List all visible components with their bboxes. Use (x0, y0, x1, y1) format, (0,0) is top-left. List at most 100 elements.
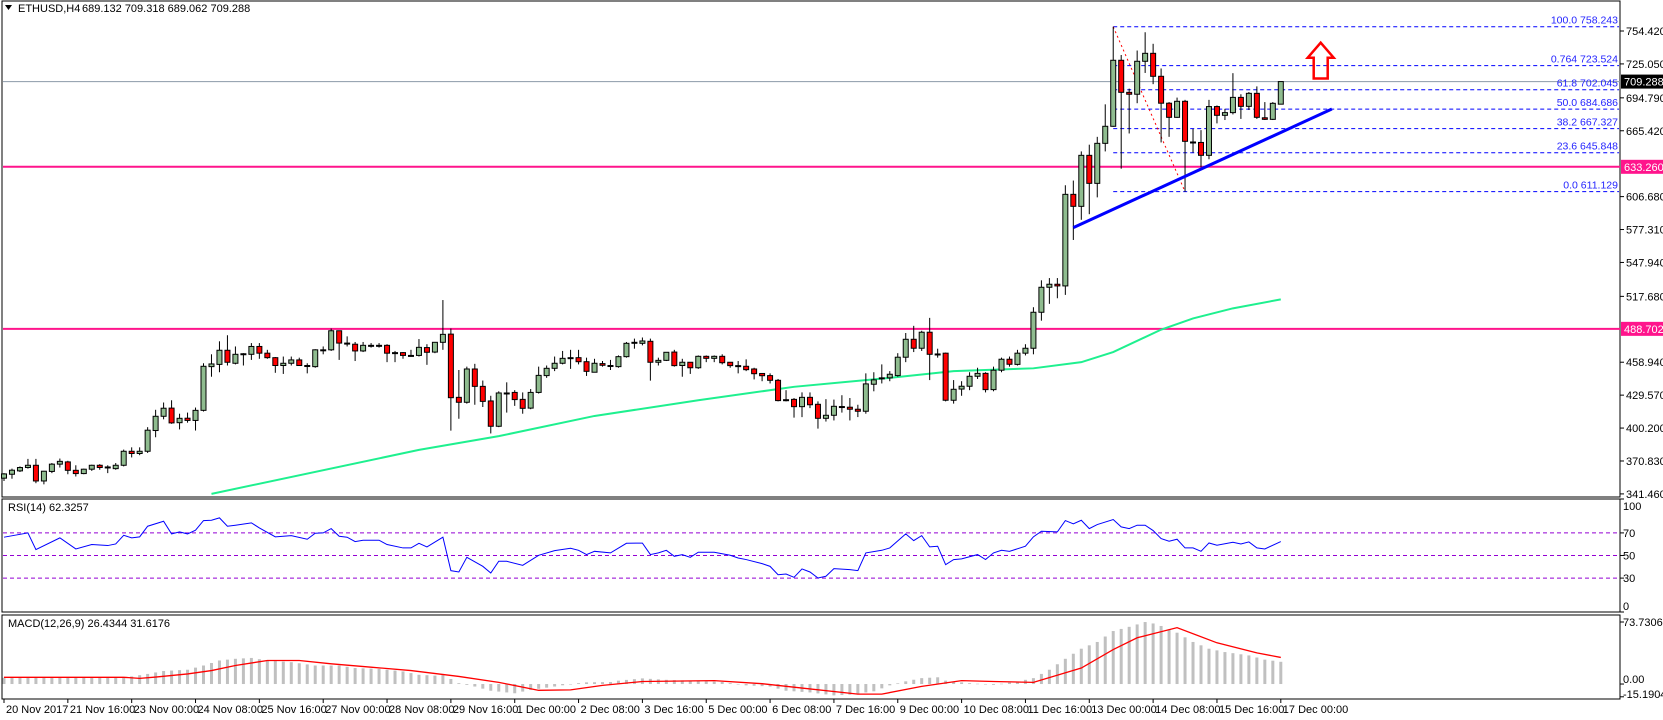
time-axis-label: 7 Dec 16:00 (836, 704, 895, 716)
macd-histogram-bar (1191, 641, 1195, 685)
candle-body (1014, 352, 1021, 365)
rsi-title: RSI(14) 62.3257 (8, 502, 89, 514)
macd-histogram-bar (361, 668, 365, 685)
price-axis-label: 517.680 (1626, 291, 1663, 303)
macd-panel[interactable] (1, 614, 1621, 700)
candle-body (727, 361, 734, 367)
candle (1253, 86, 1260, 119)
candle (878, 364, 885, 384)
macd-histogram-bar (393, 670, 397, 685)
candle-body (1078, 154, 1085, 207)
rsi-plot (3, 517, 1620, 579)
candle-body (112, 464, 119, 470)
candle (942, 352, 949, 402)
candle-body (822, 414, 829, 419)
candle (168, 400, 175, 424)
candle (160, 402, 167, 420)
macd-histogram-bar (265, 660, 269, 685)
candle (447, 328, 454, 431)
candle (312, 349, 319, 368)
macd-histogram-bar (154, 672, 158, 685)
candle-body (846, 406, 853, 410)
candle-body (264, 352, 271, 359)
candle (591, 358, 598, 373)
resistance-price-tag-bg (1621, 321, 1663, 336)
candle-body (272, 357, 279, 367)
candle (1022, 344, 1029, 356)
candle (894, 353, 901, 377)
candle-body (1070, 193, 1077, 207)
triangle-down-icon[interactable] (5, 5, 12, 10)
macd-histogram-bar (18, 677, 22, 685)
candle-body (144, 429, 151, 452)
macd-histogram-bar (497, 684, 501, 692)
macd-histogram-bar (369, 668, 373, 685)
macd-histogram-bar (585, 682, 589, 685)
candle (224, 335, 231, 366)
candle-body (8, 469, 15, 475)
candle (431, 341, 438, 354)
candle (40, 470, 47, 485)
candle (272, 357, 279, 373)
candle-body (1158, 75, 1165, 104)
candle-body (551, 362, 558, 369)
macd-histogram-bar (1055, 664, 1059, 685)
macd-histogram-bar (952, 681, 956, 685)
macd-histogram-bar (130, 676, 134, 685)
macd-histogram-bar (840, 684, 844, 696)
candle (479, 380, 486, 407)
macd-histogram-bar (577, 683, 581, 685)
candle (559, 350, 566, 365)
candle (136, 447, 143, 456)
candle-body (32, 464, 39, 482)
macd-histogram-bar (968, 683, 972, 685)
macd-histogram-bar (225, 659, 229, 685)
macd-histogram-bar (98, 677, 102, 685)
macd-histogram-bar (417, 674, 421, 685)
candle-body (1277, 81, 1284, 105)
macd-histogram-bar (289, 662, 293, 685)
resistance-price-tag: 488.702 (1624, 324, 1663, 336)
macd-histogram-bar (521, 684, 525, 692)
candle (799, 392, 805, 418)
candle-body (495, 392, 502, 427)
macd-histogram-bar (241, 658, 245, 685)
candle-body (663, 351, 670, 361)
macd-histogram-bar (74, 677, 78, 685)
macd-histogram-bar (601, 682, 604, 685)
candle (1213, 105, 1220, 124)
macd-histogram-bar (1223, 652, 1227, 685)
macd-histogram-bar (992, 684, 996, 685)
fib-level-label: 38.2 667.327 (1557, 117, 1618, 129)
candle (192, 407, 199, 431)
macd-histogram-bar (1087, 645, 1091, 685)
candle-body (288, 359, 295, 364)
candle (870, 372, 877, 392)
candle (336, 330, 343, 360)
candle (64, 460, 71, 475)
candle-body (1213, 106, 1220, 116)
candle (950, 380, 957, 404)
current-price-tag-bg (1621, 74, 1663, 89)
candle-body (487, 400, 494, 427)
price-panel[interactable] (1, 0, 1621, 498)
candle-body (360, 344, 367, 352)
candle (120, 449, 127, 467)
macd-histogram-bar (688, 680, 692, 685)
macd-histogram-bar (1151, 623, 1155, 685)
macd-histogram-bar (1207, 648, 1211, 685)
candle (415, 339, 422, 357)
candle (838, 395, 845, 413)
candle-body (64, 461, 71, 471)
candle-body (152, 415, 159, 432)
candle-body (791, 398, 798, 408)
candle (1269, 102, 1276, 121)
macd-histogram-bar (545, 684, 549, 688)
candle-body (248, 345, 255, 355)
candle-body (1022, 347, 1029, 354)
candle-body (910, 338, 917, 349)
fib-level-label: 0.0 611.129 (1563, 180, 1618, 192)
candle-body (1046, 283, 1053, 288)
candle-body (168, 407, 175, 424)
candle (1237, 94, 1244, 119)
